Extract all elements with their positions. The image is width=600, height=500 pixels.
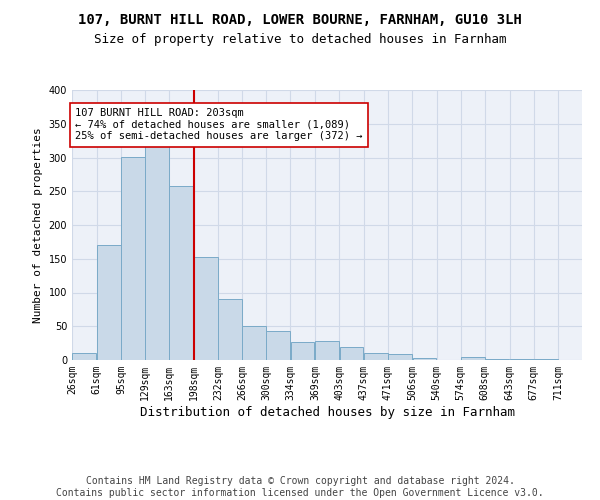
Bar xyxy=(340,346,364,360)
Bar xyxy=(364,353,388,360)
Bar xyxy=(169,186,193,360)
Bar xyxy=(145,140,169,360)
Text: 107, BURNT HILL ROAD, LOWER BOURNE, FARNHAM, GU10 3LH: 107, BURNT HILL ROAD, LOWER BOURNE, FARN… xyxy=(78,12,522,26)
Bar xyxy=(413,358,436,360)
Bar xyxy=(121,157,145,360)
Text: 107 BURNT HILL ROAD: 203sqm
← 74% of detached houses are smaller (1,089)
25% of : 107 BURNT HILL ROAD: 203sqm ← 74% of det… xyxy=(75,108,362,142)
Text: Contains HM Land Registry data © Crown copyright and database right 2024.
Contai: Contains HM Land Registry data © Crown c… xyxy=(56,476,544,498)
Bar xyxy=(290,342,314,360)
Bar xyxy=(242,326,266,360)
Bar xyxy=(316,341,340,360)
Bar xyxy=(534,358,558,360)
Bar xyxy=(97,245,121,360)
Text: Size of property relative to detached houses in Farnham: Size of property relative to detached ho… xyxy=(94,32,506,46)
Bar xyxy=(388,354,412,360)
Bar xyxy=(510,358,533,360)
Bar xyxy=(72,352,96,360)
Bar xyxy=(218,298,242,360)
Bar xyxy=(461,358,485,360)
X-axis label: Distribution of detached houses by size in Farnham: Distribution of detached houses by size … xyxy=(139,406,515,418)
Bar xyxy=(266,331,290,360)
Bar xyxy=(194,258,218,360)
Y-axis label: Number of detached properties: Number of detached properties xyxy=(33,127,43,323)
